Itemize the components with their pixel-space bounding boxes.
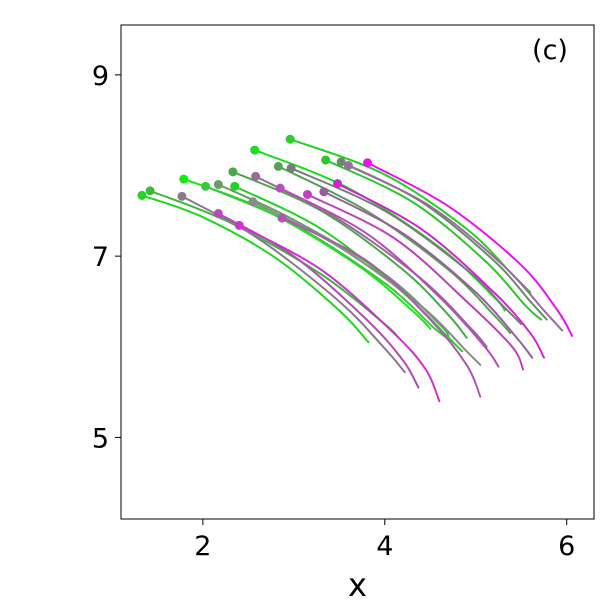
- series-start-marker-13: [251, 171, 261, 181]
- series-line-20: [324, 159, 543, 321]
- series-start-marker-25: [363, 158, 373, 168]
- y-tick-label: 7: [92, 242, 109, 273]
- series-line-14: [279, 187, 500, 368]
- series-line-3: [180, 195, 406, 374]
- series-start-marker-22: [332, 179, 342, 189]
- x-axis-ticks: 2 4 6: [194, 519, 575, 562]
- series-start-marker-4: [179, 174, 189, 184]
- panel-label: (c): [532, 35, 568, 66]
- series-line-21: [322, 190, 534, 359]
- y-tick-label: 9: [92, 61, 109, 92]
- series-start-marker-21: [319, 187, 329, 197]
- series-start-marker-12: [250, 145, 260, 155]
- series-line-1: [140, 194, 370, 344]
- plot-frame: [120, 24, 595, 520]
- series-line-16: [281, 217, 482, 398]
- series-layer: [140, 138, 574, 403]
- series-start-marker-24: [343, 160, 353, 170]
- series-line-18: [290, 167, 523, 326]
- series-start-marker-19: [302, 190, 312, 200]
- series-start-marker-16: [277, 213, 287, 223]
- series-line-19: [306, 193, 525, 371]
- marker-layer: [137, 134, 373, 230]
- x-tick-label: 4: [376, 531, 393, 562]
- series-start-marker-14: [275, 183, 285, 193]
- series-start-marker-15: [273, 161, 283, 171]
- series-line-6: [204, 185, 455, 344]
- series-start-marker-9: [228, 167, 238, 177]
- x-axis-title: x: [348, 566, 367, 600]
- series-line-25: [366, 161, 574, 337]
- series-line-15: [277, 165, 512, 335]
- series-line-9: [231, 170, 468, 339]
- series-start-marker-10: [230, 181, 240, 191]
- series-start-marker-6: [201, 181, 211, 191]
- series-start-marker-3: [177, 191, 187, 201]
- series-line-8: [238, 224, 441, 403]
- series-start-marker-23: [336, 157, 346, 167]
- series-start-marker-18: [286, 163, 296, 173]
- series-start-marker-11: [248, 197, 258, 207]
- series-start-marker-1: [137, 190, 147, 200]
- series-start-marker-2: [145, 186, 155, 196]
- series-line-22: [336, 182, 545, 359]
- series-start-marker-17: [285, 134, 295, 144]
- series-start-marker-5: [213, 209, 223, 219]
- series-start-marker-7: [213, 180, 223, 190]
- x-tick-label: 6: [558, 531, 575, 562]
- series-line-24: [347, 164, 564, 332]
- y-axis-ticks: 5 7 9: [92, 61, 121, 454]
- x-tick-label: 2: [194, 531, 211, 562]
- series-start-marker-8: [234, 220, 244, 230]
- y-tick-label: 5: [92, 423, 109, 454]
- series-start-marker-20: [321, 155, 331, 165]
